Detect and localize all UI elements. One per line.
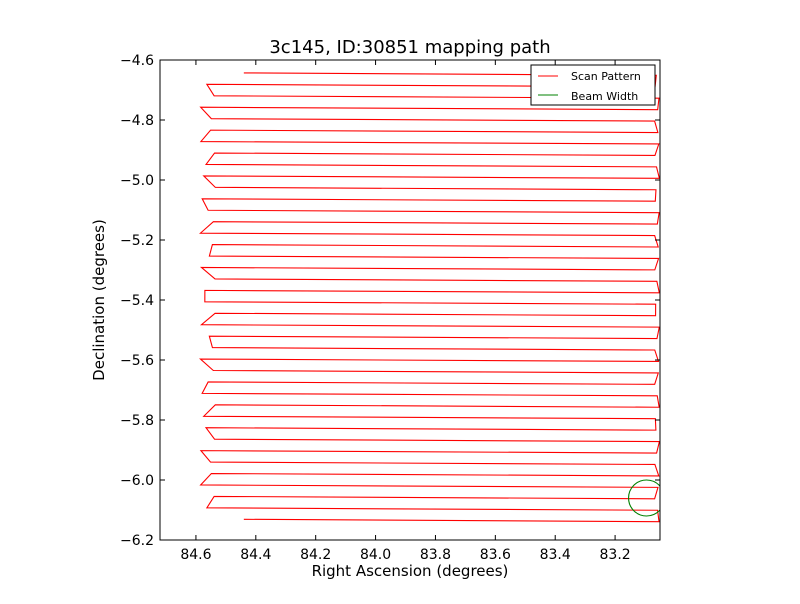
x-tick-label: 83.8 bbox=[420, 547, 451, 563]
y-tick-label: −5.2 bbox=[120, 233, 154, 249]
y-tick-label: −5.8 bbox=[120, 413, 154, 429]
beam-width-circle bbox=[628, 479, 660, 517]
y-tick-label: −6.0 bbox=[120, 473, 154, 489]
y-tick-label: −5.6 bbox=[120, 353, 154, 369]
y-tick-label: −4.8 bbox=[120, 113, 154, 129]
y-tick-label: −6.2 bbox=[120, 533, 154, 549]
y-tick-label: −5.0 bbox=[120, 173, 154, 189]
legend-box bbox=[530, 64, 656, 106]
series-layer bbox=[198, 72, 660, 523]
legend: Scan Pattern Beam Width bbox=[530, 64, 656, 106]
x-tick-label: 83.4 bbox=[540, 547, 571, 563]
y-tick-label: −4.6 bbox=[120, 53, 154, 69]
x-tick-label: 84.4 bbox=[240, 547, 271, 563]
x-axis-label: Right Ascension (degrees) bbox=[312, 562, 509, 580]
legend-label-scan-pattern: Scan Pattern bbox=[571, 70, 641, 83]
x-tick-label: 84.2 bbox=[300, 547, 331, 563]
legend-label-beam-width: Beam Width bbox=[571, 90, 638, 103]
plot-area: 84.6 84.4 84.2 84.0 83.8 83.6 83.4 83.2 −4.6−4.… bbox=[120, 53, 661, 563]
y-axis-ticks: −4.6 −4.8 −5.0 −5.2 −5.4 −5.6 −5.8 −6.0 −6.2 bbox=[120, 53, 660, 549]
x-tick-label: 83.6 bbox=[480, 547, 511, 563]
x-tick-label: 84.6 bbox=[180, 547, 211, 563]
y-axis-label: Declination (degrees) bbox=[90, 219, 108, 381]
x-axis-ticks: 84.6 84.4 84.2 84.0 83.8 83.6 83.4 83.2 bbox=[180, 60, 631, 563]
x-tick-label: 83.2 bbox=[600, 547, 631, 563]
chart-title: 3c145, ID:30851 mapping path bbox=[269, 37, 550, 58]
x-tick-label: 84.0 bbox=[360, 547, 391, 563]
y-tick-label: −5.4 bbox=[120, 293, 154, 309]
scan-pattern-line bbox=[198, 72, 660, 523]
